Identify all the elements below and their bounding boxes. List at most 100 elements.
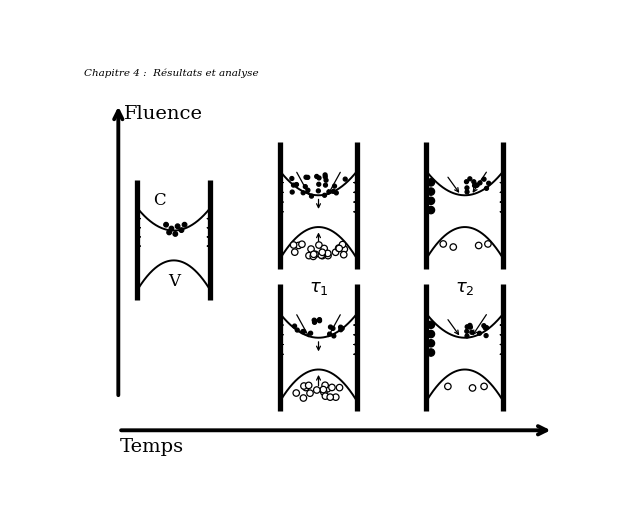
- Circle shape: [336, 245, 342, 251]
- Circle shape: [169, 226, 174, 231]
- Circle shape: [323, 173, 327, 177]
- Circle shape: [332, 334, 336, 338]
- Circle shape: [179, 228, 184, 233]
- Circle shape: [468, 323, 472, 328]
- Text: Chapitre 4 :  Résultats et analyse: Chapitre 4 : Résultats et analyse: [84, 68, 259, 78]
- Circle shape: [317, 182, 321, 186]
- Circle shape: [465, 190, 469, 194]
- Circle shape: [290, 242, 297, 248]
- Circle shape: [470, 385, 476, 391]
- Circle shape: [332, 394, 339, 401]
- Circle shape: [341, 251, 347, 258]
- Circle shape: [331, 190, 336, 193]
- Circle shape: [450, 244, 456, 250]
- Circle shape: [427, 188, 434, 195]
- Circle shape: [314, 387, 320, 393]
- Circle shape: [486, 181, 491, 185]
- Circle shape: [482, 177, 486, 181]
- Circle shape: [427, 349, 434, 356]
- Circle shape: [319, 253, 326, 259]
- Circle shape: [327, 394, 334, 401]
- Circle shape: [301, 191, 305, 195]
- Circle shape: [484, 333, 488, 338]
- Circle shape: [290, 190, 294, 194]
- Circle shape: [295, 328, 299, 332]
- Circle shape: [473, 184, 476, 187]
- Circle shape: [482, 324, 486, 328]
- Circle shape: [465, 325, 470, 329]
- Circle shape: [427, 206, 434, 214]
- Circle shape: [332, 249, 339, 256]
- Circle shape: [302, 384, 309, 391]
- Circle shape: [322, 393, 329, 400]
- Circle shape: [315, 174, 319, 179]
- Circle shape: [310, 253, 317, 260]
- Circle shape: [309, 194, 314, 198]
- Circle shape: [468, 177, 472, 181]
- Circle shape: [324, 250, 331, 257]
- Circle shape: [295, 242, 302, 249]
- Circle shape: [302, 329, 305, 333]
- Text: $\tau_2$: $\tau_2$: [455, 279, 475, 297]
- Circle shape: [341, 246, 347, 253]
- Circle shape: [321, 245, 327, 251]
- Circle shape: [322, 193, 327, 197]
- Circle shape: [317, 318, 322, 322]
- Circle shape: [312, 318, 316, 322]
- Circle shape: [173, 232, 178, 236]
- Circle shape: [320, 386, 327, 393]
- Circle shape: [293, 390, 299, 396]
- Circle shape: [340, 327, 344, 330]
- Circle shape: [427, 197, 434, 205]
- Circle shape: [427, 321, 434, 329]
- Circle shape: [327, 332, 332, 336]
- Circle shape: [308, 246, 314, 253]
- Circle shape: [309, 331, 312, 335]
- Circle shape: [470, 330, 474, 334]
- Circle shape: [468, 325, 473, 329]
- Circle shape: [318, 252, 324, 258]
- Text: $\tau_1$: $\tau_1$: [309, 279, 329, 297]
- Circle shape: [324, 183, 327, 187]
- Circle shape: [292, 324, 297, 328]
- Circle shape: [304, 175, 308, 179]
- Circle shape: [306, 188, 310, 192]
- Circle shape: [304, 185, 307, 188]
- Circle shape: [343, 177, 347, 181]
- Circle shape: [317, 319, 322, 323]
- Circle shape: [299, 241, 305, 247]
- Circle shape: [478, 331, 481, 335]
- Circle shape: [465, 186, 469, 190]
- Text: Fluence: Fluence: [124, 106, 203, 123]
- Circle shape: [332, 184, 337, 188]
- Circle shape: [321, 389, 327, 395]
- Circle shape: [485, 326, 488, 330]
- Circle shape: [481, 383, 487, 390]
- Circle shape: [312, 320, 317, 324]
- Circle shape: [300, 395, 307, 401]
- Circle shape: [313, 319, 317, 323]
- Circle shape: [475, 183, 478, 187]
- Circle shape: [312, 251, 319, 258]
- Circle shape: [444, 383, 451, 390]
- Circle shape: [316, 189, 321, 193]
- Circle shape: [305, 175, 310, 180]
- Circle shape: [305, 382, 312, 388]
- Circle shape: [305, 253, 312, 259]
- Circle shape: [464, 180, 468, 184]
- Circle shape: [316, 242, 322, 248]
- Circle shape: [427, 178, 434, 186]
- Circle shape: [472, 180, 476, 184]
- Circle shape: [167, 230, 172, 235]
- Circle shape: [300, 330, 305, 334]
- Circle shape: [440, 241, 446, 247]
- Circle shape: [465, 334, 469, 338]
- Circle shape: [300, 383, 307, 389]
- Circle shape: [323, 175, 327, 179]
- Circle shape: [317, 176, 321, 180]
- Circle shape: [339, 325, 342, 329]
- Circle shape: [290, 176, 294, 181]
- Circle shape: [292, 249, 298, 255]
- Circle shape: [427, 330, 434, 338]
- Circle shape: [336, 384, 343, 391]
